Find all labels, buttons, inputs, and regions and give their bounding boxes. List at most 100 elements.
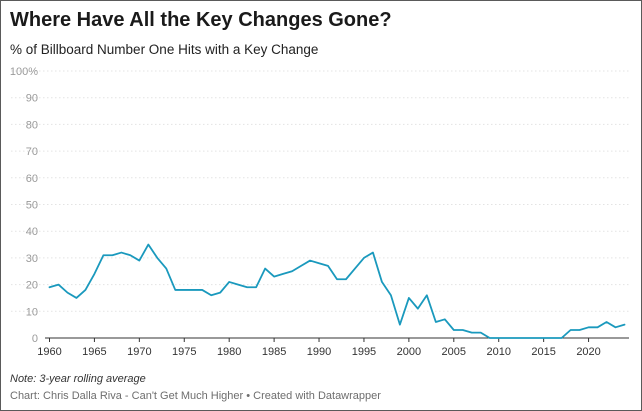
data-point [477, 329, 485, 337]
y-tick-label: 20 [26, 280, 38, 292]
data-point [162, 265, 170, 273]
data-point [387, 291, 395, 299]
data-point [567, 326, 575, 334]
data-point [558, 334, 566, 342]
data-point [432, 318, 440, 326]
data-point [126, 251, 134, 259]
y-tick-label: 90 [26, 93, 38, 105]
data-point [81, 286, 89, 294]
data-point [540, 334, 548, 342]
data-point [378, 278, 386, 286]
data-point [612, 323, 620, 331]
data-point [45, 283, 53, 291]
x-tick-label: 2015 [531, 346, 555, 358]
data-point [324, 262, 332, 270]
data-point [189, 286, 197, 294]
data-point [261, 265, 269, 273]
data-point [315, 259, 323, 267]
x-tick-label: 2010 [486, 346, 510, 358]
data-point [468, 329, 476, 337]
data-point [288, 267, 296, 275]
y-tick-label: 40 [26, 226, 38, 238]
x-tick-label: 2005 [442, 346, 466, 358]
data-point [135, 257, 143, 265]
data-point [495, 334, 503, 342]
y-tick-label: 10 [26, 306, 38, 318]
y-tick-label: 100% [10, 66, 38, 78]
data-point [198, 286, 206, 294]
data-point [180, 286, 188, 294]
data-point [252, 283, 260, 291]
data-point [351, 265, 359, 273]
data-point [333, 275, 341, 283]
data-point [279, 270, 287, 278]
data-point [522, 334, 530, 342]
chart-credit: Chart: Chris Dalla Riva - Can't Get Much… [10, 390, 381, 402]
data-point [243, 283, 251, 291]
data-point [63, 289, 71, 297]
data-point [72, 294, 80, 302]
data-point [99, 251, 107, 259]
data-point [207, 291, 215, 299]
data-point [144, 241, 152, 249]
data-point [153, 254, 161, 262]
data-point [423, 291, 431, 299]
data-point [459, 326, 467, 334]
data-point [297, 262, 305, 270]
data-point [576, 326, 584, 334]
y-tick-labels: 0 10 20 30 40 50 60 70 80 90 100% [10, 66, 38, 345]
x-tick-label: 2020 [576, 346, 600, 358]
data-point [342, 275, 350, 283]
series-group [45, 241, 629, 342]
data-point [369, 249, 377, 257]
chart-subtitle: % of Billboard Number One Hits with a Ke… [10, 42, 319, 57]
x-tick-label: 1980 [217, 346, 241, 358]
y-tick-label: 30 [26, 253, 38, 265]
x-tick-label: 1965 [82, 346, 106, 358]
x-tick-label: 1970 [127, 346, 151, 358]
data-point [603, 318, 611, 326]
data-point [360, 254, 368, 262]
y-tick-label: 70 [26, 146, 38, 158]
data-point [234, 281, 242, 289]
data-point [531, 334, 539, 342]
series-line [48, 243, 626, 339]
data-point [414, 305, 422, 313]
data-point [405, 294, 413, 302]
data-point [225, 278, 233, 286]
data-point [486, 334, 494, 342]
x-tick-labels: 1960 1965 1970 1975 1980 1985 1990 1995 2000 2005… [37, 346, 601, 358]
x-tick-label: 1995 [352, 346, 376, 358]
data-point [396, 321, 404, 329]
y-tick-label: 80 [26, 119, 38, 131]
y-tick-label: 50 [26, 200, 38, 212]
data-point [306, 257, 314, 265]
data-point [549, 334, 557, 342]
data-point [450, 326, 458, 334]
y-tick-label: 0 [32, 333, 38, 345]
data-point [117, 249, 125, 257]
x-tick-label: 1960 [37, 346, 61, 358]
data-point [513, 334, 521, 342]
y-gridlines [11, 70, 629, 339]
data-point [270, 273, 278, 281]
x-tick-label: 2000 [397, 346, 421, 358]
data-point [90, 270, 98, 278]
data-point [54, 281, 62, 289]
chart-note: Note: 3-year rolling average [10, 373, 146, 385]
x-ticks [48, 338, 590, 342]
y-tick-label: 60 [26, 173, 38, 185]
data-point [621, 321, 629, 329]
data-point [108, 251, 116, 259]
data-point [216, 289, 224, 297]
data-point [171, 286, 179, 294]
data-point [441, 315, 449, 323]
data-point [594, 323, 602, 331]
data-point [585, 323, 593, 331]
x-tick-label: 1975 [172, 346, 196, 358]
x-tick-label: 1985 [262, 346, 286, 358]
x-tick-label: 1990 [307, 346, 331, 358]
chart-title: Where Have All the Key Changes Gone? [10, 9, 392, 31]
